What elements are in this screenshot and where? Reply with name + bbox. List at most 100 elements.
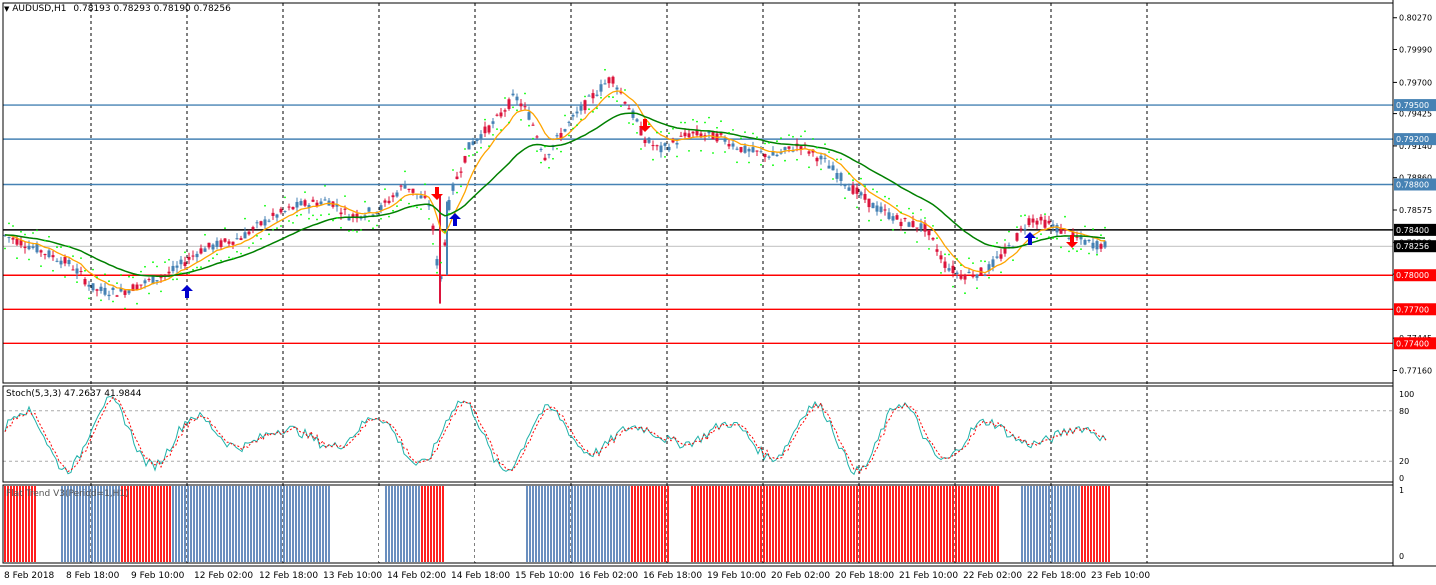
- candle-body: [743, 145, 747, 153]
- trend-bar: [241, 486, 243, 562]
- level-label-box: [1394, 269, 1436, 282]
- candle-body: [879, 206, 883, 212]
- psar-dot: [712, 152, 714, 154]
- horizontal-levels[interactable]: [3, 104, 1393, 344]
- candle-body: [91, 283, 95, 291]
- psar-dot: [100, 299, 102, 302]
- candle-body: [1023, 228, 1027, 230]
- trend-bar: [211, 486, 213, 562]
- psar-dot: [1104, 226, 1106, 229]
- trend-bar: [574, 486, 576, 562]
- trend-bar: [76, 486, 78, 562]
- candle-body: [243, 232, 247, 239]
- psar-dot: [428, 218, 430, 220]
- psar-dot: [344, 195, 346, 198]
- candle-body: [635, 119, 639, 122]
- psar-dot: [852, 179, 854, 182]
- psar-dot: [676, 155, 678, 158]
- psar-dot: [264, 204, 266, 207]
- level-label-box: [1394, 337, 1436, 350]
- trend-bar: [397, 486, 399, 562]
- trend-bar: [985, 486, 987, 562]
- time-label: 16 Feb 18:00: [643, 571, 702, 581]
- candle-body: [819, 155, 823, 160]
- trend-bar: [1027, 486, 1029, 562]
- trend-bar: [478, 486, 480, 562]
- candle-body: [411, 188, 415, 193]
- psar-dot: [160, 290, 162, 293]
- psar-dot: [804, 130, 806, 133]
- psar-dot: [424, 183, 426, 186]
- psar-dot: [356, 231, 358, 233]
- trend-bar: [7, 486, 9, 562]
- trend-bar: [331, 486, 333, 562]
- candle-body: [1027, 218, 1031, 226]
- ohlc-values: 0.78193 0.78293 0.78190 0.78256: [73, 4, 231, 14]
- psar-dot: [516, 109, 518, 112]
- trend-bar: [22, 486, 24, 562]
- trend-bar: [1108, 486, 1110, 562]
- trend-bar: [970, 486, 972, 562]
- psar-dot: [288, 220, 290, 222]
- psar-dot: [500, 129, 502, 131]
- trend-bar: [376, 486, 378, 562]
- trend-bar: [73, 486, 75, 562]
- trend-bar: [823, 486, 825, 562]
- trend-bar: [865, 486, 867, 562]
- trend-bar: [67, 486, 69, 562]
- candle-body: [663, 143, 667, 146]
- psar-dot: [308, 217, 310, 220]
- candle-body: [31, 246, 35, 248]
- time-label: 14 Feb 18:00: [451, 571, 510, 581]
- candle-body: [739, 147, 743, 152]
- candle-body: [451, 183, 455, 191]
- trend-bar: [955, 486, 957, 562]
- candle-body: [343, 208, 347, 210]
- trend-bar: [625, 486, 627, 562]
- trend-bar: [85, 486, 87, 562]
- candle-body: [703, 135, 707, 137]
- candle-body: [547, 154, 551, 156]
- candle-body: [215, 240, 219, 247]
- trend-bar: [514, 486, 516, 562]
- trend-bar: [685, 486, 687, 562]
- psar-dot: [824, 143, 826, 146]
- candle-body: [695, 129, 699, 136]
- trend-bar: [835, 486, 837, 562]
- candle-body: [587, 95, 591, 97]
- candle-body: [123, 290, 127, 295]
- trend-bar: [559, 486, 561, 562]
- psar-dot: [452, 169, 454, 171]
- candle-body: [1075, 236, 1079, 238]
- candle-body: [959, 275, 963, 279]
- trend-bar: [499, 486, 501, 562]
- psar-dot: [588, 108, 590, 111]
- candle-body: [23, 246, 27, 249]
- psar-dot: [328, 213, 330, 216]
- dropdown-triangle-icon[interactable]: ▼: [4, 5, 10, 13]
- psar-dot: [700, 149, 702, 152]
- trend-tick-label: 1: [1399, 486, 1404, 495]
- trend-bar: [667, 486, 669, 562]
- trend-bar: [523, 486, 525, 562]
- candle-body: [335, 204, 339, 207]
- time-label: 16 Feb 02:00: [579, 571, 638, 581]
- candle-body: [287, 206, 291, 208]
- candle-body: [455, 176, 459, 180]
- trend-bar: [715, 486, 717, 562]
- candle-body: [915, 227, 919, 229]
- trend-bar: [907, 486, 909, 562]
- trend-bar: [124, 486, 126, 562]
- trend-bar: [43, 486, 45, 562]
- candle-body: [83, 278, 87, 285]
- candle-body: [231, 241, 235, 245]
- psar-dot: [108, 280, 110, 283]
- candle-body: [1067, 237, 1071, 239]
- candle-body: [11, 237, 15, 240]
- trend-bar: [928, 486, 930, 562]
- candle-body: [495, 114, 499, 116]
- trend-bar: [832, 486, 834, 562]
- psar-dot: [188, 272, 190, 275]
- time-label: 20 Feb 02:00: [771, 571, 830, 581]
